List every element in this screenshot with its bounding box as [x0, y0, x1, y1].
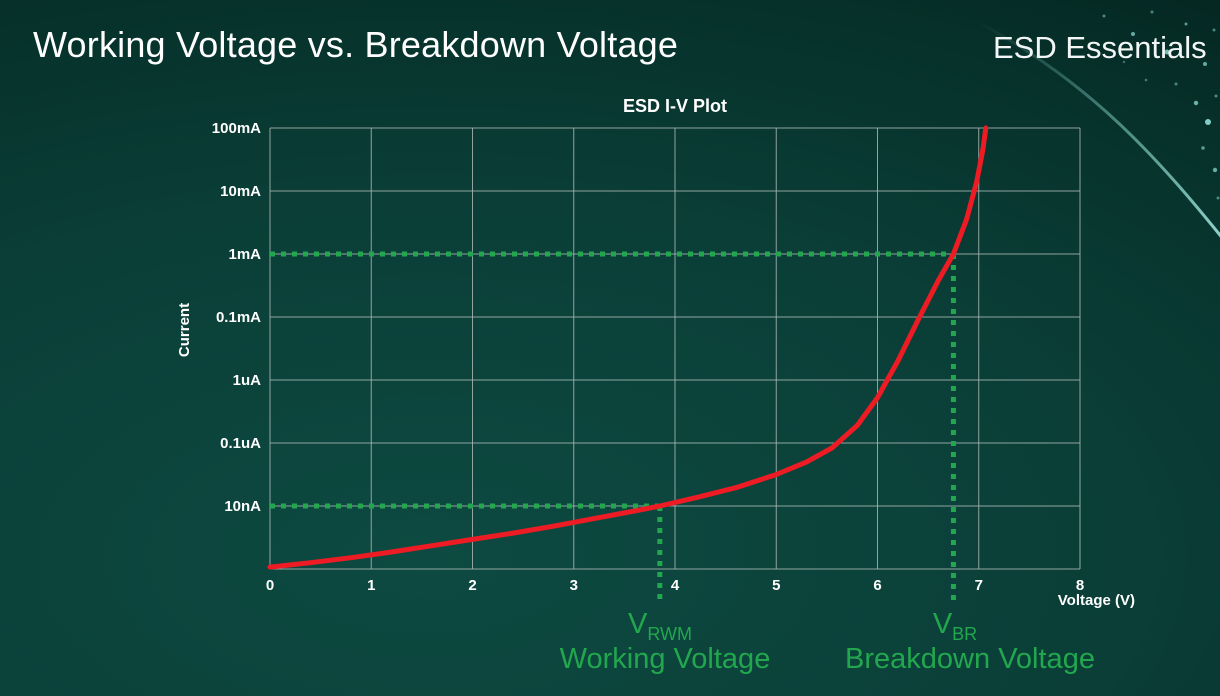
vrwm-label: VRWM	[600, 608, 720, 645]
y-tick-label: 10mA	[220, 183, 261, 200]
x-tick-label: 2	[468, 577, 476, 594]
chart-title: ESD I-V Plot	[622, 96, 727, 116]
brand-text: ESD Essentials	[993, 30, 1207, 65]
x-tick-label: 7	[975, 577, 983, 594]
x-tick-label: 3	[570, 577, 578, 594]
iv-curve	[267, 125, 989, 570]
y-tick-label: 1uA	[233, 372, 262, 389]
x-tick-label: 4	[671, 577, 680, 594]
vrwm-symbol-subscript: RWM	[647, 623, 692, 644]
y-tick-label: 10nA	[224, 498, 261, 515]
x-tick-label: 8	[1076, 577, 1084, 594]
y-tick-label: 0.1mA	[216, 309, 261, 326]
y-tick-label: 100mA	[212, 120, 261, 137]
x-tick-label: 1	[367, 577, 375, 594]
x-tick-label: 5	[772, 577, 780, 594]
x-tick-label: 6	[873, 577, 881, 594]
swoosh-curve	[969, 16, 1220, 238]
sparkle-dots	[1102, 10, 1220, 200]
vbr-label: VBR	[895, 608, 1015, 645]
x-axis-label: Voltage (V)	[1057, 592, 1135, 609]
slide-title: Working Voltage vs. Breakdown Voltage	[33, 24, 679, 65]
vrwm-symbol: V	[627, 608, 648, 640]
x-tick-label: 0	[266, 577, 274, 594]
breakdown-voltage-caption: Breakdown Voltage	[845, 643, 1095, 675]
vbr-symbol: V	[932, 608, 953, 640]
working-voltage-caption: Working Voltage	[559, 643, 771, 675]
y-tick-label: 1mA	[228, 246, 261, 263]
y-tick-label: 0.1uA	[220, 435, 261, 452]
vbr-symbol-subscript: BR	[952, 623, 978, 644]
